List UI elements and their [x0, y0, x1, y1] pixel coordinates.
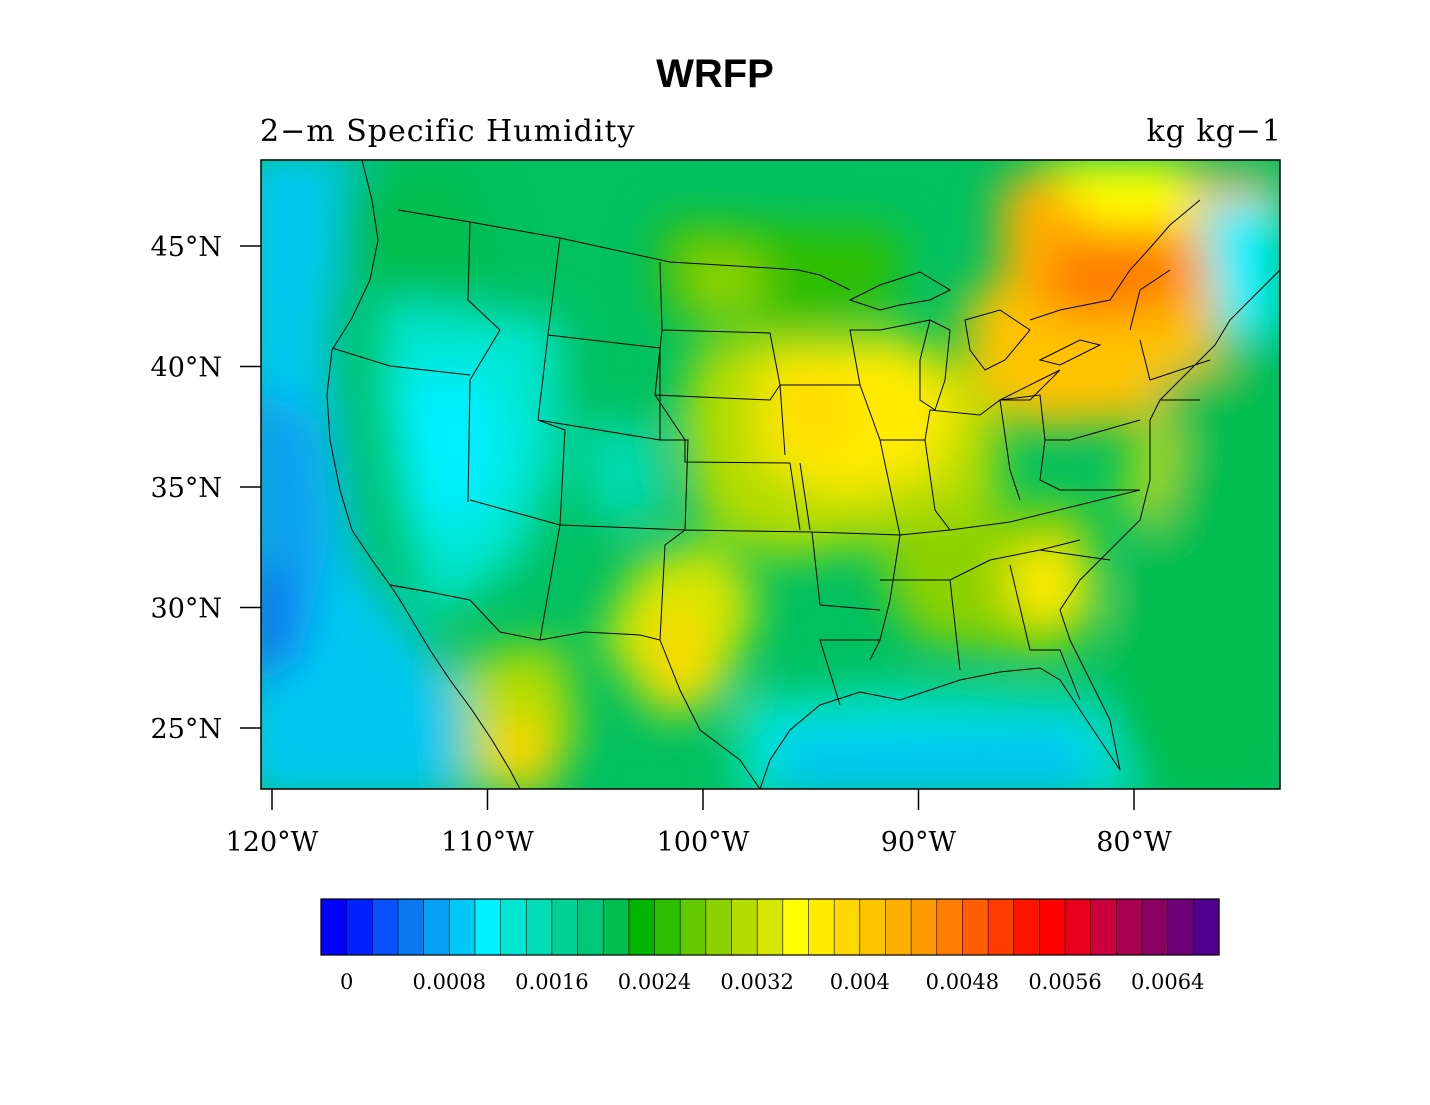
colorbar-label: 0.0048	[926, 970, 999, 994]
colorbar-label: 0.004	[830, 970, 890, 994]
colorbar-swatch	[731, 898, 758, 956]
colorbar-swatch	[679, 898, 707, 956]
lat-tick-label: 45°N	[151, 232, 222, 263]
colorbar-label: 0.0016	[515, 970, 588, 994]
colorbar-labels: 0 0.0008 0.0016 0.0024 0.0032 0.004 0.0048 0.00…	[340, 970, 1204, 994]
colorbar-swatch	[1141, 898, 1169, 956]
colorbar-swatch	[1090, 898, 1117, 956]
latitude-axis: 45°N 40°N 35°N 30°N 25°N	[151, 232, 261, 745]
state-lines	[331, 221, 1211, 706]
colorbar-swatch	[525, 898, 553, 956]
colorbar-swatch	[320, 898, 348, 956]
colorbar	[320, 898, 1220, 956]
colorbar-swatch	[962, 898, 989, 956]
lon-tick-label: 100°W	[657, 827, 750, 858]
colorbar-label: 0.0024	[618, 970, 691, 994]
lat-tick-label: 25°N	[151, 714, 222, 745]
colorbar-swatch	[885, 898, 912, 956]
humidity-field	[261, 160, 1280, 789]
colorbar-swatch	[1064, 898, 1092, 956]
colorbar-swatch	[551, 898, 579, 956]
colorbar-swatch	[987, 898, 1015, 956]
colorbar-swatch	[372, 898, 399, 956]
colorbar-label: 0.0008	[413, 970, 486, 994]
colorbar-label: 0.0032	[720, 970, 793, 994]
mexico-border	[389, 584, 761, 789]
lon-tick-label: 90°W	[881, 827, 957, 858]
lon-tick-label: 120°W	[226, 827, 319, 858]
lon-tick-label: 110°W	[441, 827, 534, 858]
canada-border	[397, 199, 1201, 321]
colorbar-swatch	[859, 898, 887, 956]
colorbar-swatch	[397, 898, 425, 956]
colorbar-swatch	[346, 898, 373, 956]
colorbar-swatch	[756, 898, 784, 956]
colorbar-label: 0	[340, 970, 353, 994]
colorbar-swatch	[500, 898, 527, 956]
colorbar-swatch	[448, 898, 476, 956]
lat-tick-label: 35°N	[151, 473, 222, 504]
east-coastline	[1059, 269, 1280, 771]
colorbar-swatch	[628, 898, 656, 956]
colorbar-swatch	[936, 898, 964, 956]
colorbar-swatch	[474, 898, 502, 956]
colorbar-frame	[320, 898, 1220, 956]
colorbar-swatch	[833, 898, 861, 956]
variable-subtitle: 2−m Specific Humidity	[260, 114, 636, 149]
colorbar-swatch	[705, 898, 733, 956]
lat-tick-label: 40°N	[151, 353, 222, 384]
colorbar-swatch	[654, 898, 681, 956]
units-subtitle: kg kg−1	[1146, 114, 1282, 149]
map-frame	[260, 159, 1281, 790]
west-coastline	[326, 160, 521, 789]
colorbar-swatch	[782, 898, 810, 956]
lon-tick-label: 80°W	[1096, 827, 1172, 858]
colorbar-swatch	[808, 898, 835, 956]
political-boundaries	[326, 160, 1280, 789]
colorbar-swatch	[1193, 898, 1220, 956]
colorbar-swatch	[1167, 898, 1194, 956]
colorbar-swatch	[910, 898, 938, 956]
map-title: WRFP	[656, 52, 774, 96]
colorbar-swatch	[577, 898, 604, 956]
colorbar-label: 0.0056	[1028, 970, 1101, 994]
colorbar-swatch	[602, 898, 630, 956]
gulf-coastline	[759, 667, 1121, 789]
colorbar-swatch	[423, 898, 450, 956]
colorbar-swatch	[1013, 898, 1041, 956]
colorbar-swatch	[1039, 898, 1066, 956]
colorbar-swatch	[1116, 898, 1143, 956]
lat-tick-label: 30°N	[151, 594, 222, 625]
colorbar-label: 0.0064	[1131, 970, 1204, 994]
longitude-axis: 120°W 110°W 100°W 90°W 80°W	[226, 789, 1172, 858]
